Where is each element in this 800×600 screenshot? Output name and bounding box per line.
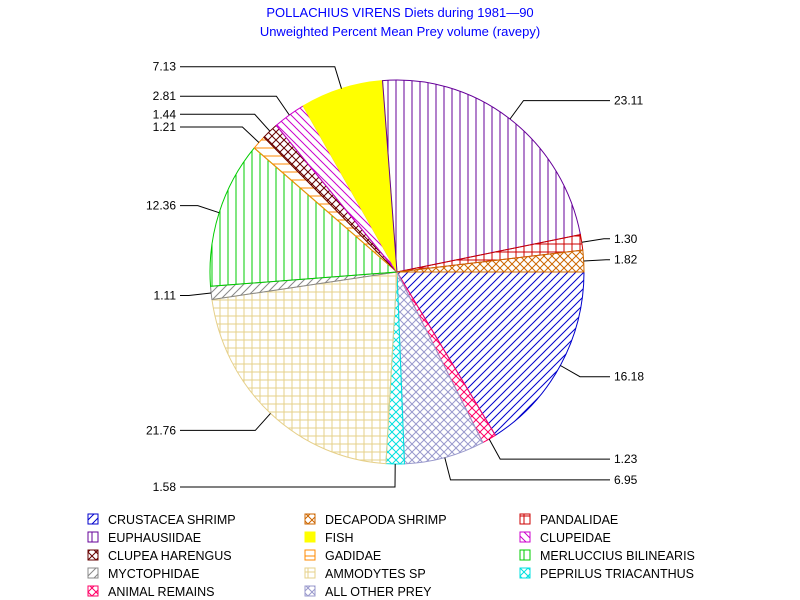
slice-labels: 16.18 1.23 6.95 1.58 21.76 1.11 12.36 1.211.44 2…	[146, 60, 644, 494]
pie-slices	[209, 79, 585, 465]
leader-line-pandalidae	[581, 238, 610, 243]
legend-swatch-all-other-prey	[304, 585, 316, 597]
legend-swatch-pandalidae	[519, 513, 531, 525]
leader-line-gadidae	[180, 126, 260, 143]
chart-title: POLLACHIUS VIRENS Diets during 1981—90	[266, 5, 533, 20]
leader-line-merluccius-bilinearis	[180, 205, 220, 214]
legend-item-pandalidae: PANDALIDAE	[519, 513, 618, 527]
legend-label-pandalidae: PANDALIDAE	[540, 513, 618, 527]
data-label-euphausiidae: 23.11	[614, 94, 643, 108]
legend-swatch-merluccius-bilinearis	[519, 549, 531, 561]
legend-label-fish: FISH	[325, 531, 353, 545]
legend-swatch-clupea-harengus	[87, 549, 99, 561]
legend-swatch-myctophidae	[87, 567, 99, 579]
leader-line-fish	[180, 66, 342, 89]
data-label-myctophidae: 1.11	[154, 289, 177, 303]
leader-line-myctophidae	[180, 292, 212, 296]
legend-label-peprilus-triacanthus: PEPRILUS TRIACANTHUS	[540, 567, 694, 581]
leader-line-all-other-prey	[444, 457, 610, 481]
legend-label-clupeidae: CLUPEIDAE	[540, 531, 611, 545]
legend-label-gadidae: GADIDAE	[325, 549, 381, 563]
legend-swatch-fish	[304, 531, 316, 543]
legend-item-gadidae: GADIDAE	[304, 549, 381, 563]
legend-label-euphausiidae: EUPHAUSIIDAE	[108, 531, 201, 545]
leader-line-ammodytes-sp	[180, 413, 271, 431]
legend-item-myctophidae: MYCTOPHIDAE	[87, 567, 199, 581]
data-label-merluccius-bilinearis: 12.36	[146, 199, 176, 213]
slice-euphausiidae	[381, 79, 582, 273]
legend-item-merluccius-bilinearis: MERLUCCIUS BILINEARIS	[519, 549, 695, 563]
legend-swatch-decapoda-shrimp	[304, 513, 316, 525]
legend-label-all-other-prey: ALL OTHER PREY	[325, 585, 432, 599]
data-label-clupeidae: 2.81	[153, 89, 177, 103]
leader-line-clupeidae	[180, 95, 290, 116]
chart-subtitle: Unweighted Percent Mean Prey volume (rav…	[260, 24, 540, 39]
data-label-pandalidae: 1.30	[614, 232, 638, 246]
slice-decapoda-shrimp	[396, 249, 585, 273]
legend: CRUSTACEA SHRIMP DECAPODA SHRIMP PANDALIDA…	[87, 513, 695, 599]
legend-label-clupea-harengus: CLUPEA HARENGUS	[108, 549, 232, 563]
leader-line-crustacea-shrimp	[560, 365, 610, 378]
data-label-clupea-harengus: 1.44	[153, 107, 177, 121]
legend-label-myctophidae: MYCTOPHIDAE	[108, 567, 199, 581]
data-label-gadidae: 1.21	[153, 120, 177, 134]
legend-item-crustacea-shrimp: CRUSTACEA SHRIMP	[87, 513, 236, 527]
legend-swatch-ammodytes-sp	[304, 567, 316, 579]
legend-item-euphausiidae: EUPHAUSIIDAE	[87, 531, 201, 545]
legend-label-crustacea-shrimp: CRUSTACEA SHRIMP	[108, 513, 236, 527]
legend-swatch-euphausiidae	[87, 531, 99, 543]
data-label-peprilus-triacanthus: 1.58	[153, 480, 177, 494]
legend-item-clupea-harengus: CLUPEA HARENGUS	[87, 549, 232, 563]
data-label-fish: 7.13	[153, 60, 177, 74]
legend-swatch-animal-remains	[87, 585, 99, 597]
legend-item-clupeidae: CLUPEIDAE	[519, 531, 611, 545]
slice-ammodytes-sp	[211, 271, 398, 465]
data-label-all-other-prey: 6.95	[614, 473, 638, 487]
data-label-crustacea-shrimp: 16.18	[614, 370, 644, 384]
legend-item-fish: FISH	[304, 531, 353, 545]
legend-item-decapoda-shrimp: DECAPODA SHRIMP	[304, 513, 447, 527]
legend-label-merluccius-bilinearis: MERLUCCIUS BILINEARIS	[540, 549, 695, 563]
leader-line-peprilus-triacanthus	[180, 463, 396, 488]
leader-line-clupea-harengus	[180, 113, 271, 132]
legend-label-animal-remains: ANIMAL REMAINS	[108, 585, 215, 599]
slice-merluccius-bilinearis	[209, 147, 399, 287]
leader-line-animal-remains	[488, 438, 610, 460]
legend-swatch-crustacea-shrimp	[87, 513, 99, 525]
legend-swatch-clupeidae	[519, 531, 531, 543]
data-label-decapoda-shrimp: 1.82	[614, 253, 638, 267]
legend-label-decapoda-shrimp: DECAPODA SHRIMP	[325, 513, 447, 527]
legend-label-ammodytes-sp: AMMODYTES SP	[325, 567, 426, 581]
legend-swatch-gadidae	[304, 549, 316, 561]
slice-crustacea-shrimp	[396, 271, 585, 436]
data-label-ammodytes-sp: 21.76	[146, 423, 176, 437]
leader-line-decapoda-shrimp	[583, 259, 610, 262]
legend-item-animal-remains: ANIMAL REMAINS	[87, 585, 215, 599]
data-label-animal-remains: 1.23	[614, 452, 638, 466]
legend-swatch-peprilus-triacanthus	[519, 567, 531, 579]
legend-item-all-other-prey: ALL OTHER PREY	[304, 585, 432, 599]
legend-item-ammodytes-sp: AMMODYTES SP	[304, 567, 426, 581]
leader-line-euphausiidae	[509, 100, 610, 120]
legend-item-peprilus-triacanthus: PEPRILUS TRIACANTHUS	[519, 567, 694, 581]
